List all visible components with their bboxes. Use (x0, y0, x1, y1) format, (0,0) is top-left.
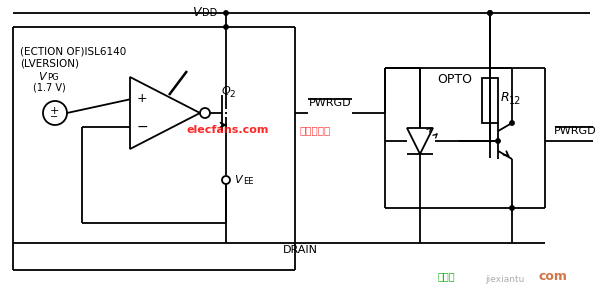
Text: −: − (50, 112, 58, 122)
Text: $V$: $V$ (192, 6, 203, 19)
Text: jiexiantu: jiexiantu (485, 275, 525, 285)
Text: +: + (49, 106, 59, 116)
Text: com: com (539, 269, 567, 283)
Text: (ECTION OF)ISL6140: (ECTION OF)ISL6140 (20, 46, 126, 56)
Text: DRAIN: DRAIN (282, 245, 318, 255)
Text: 接线图: 接线图 (437, 271, 455, 281)
Text: PG: PG (47, 73, 59, 82)
Text: 电子发烧友: 电子发烧友 (299, 125, 331, 135)
Text: +: + (137, 92, 147, 105)
Circle shape (224, 25, 228, 29)
Circle shape (488, 11, 492, 15)
Circle shape (224, 11, 228, 15)
Circle shape (510, 121, 514, 125)
Text: DD: DD (202, 8, 217, 18)
Text: 12: 12 (509, 95, 521, 105)
Text: −: − (136, 120, 148, 134)
Text: PWRGD: PWRGD (308, 98, 351, 108)
Text: $Q$: $Q$ (221, 84, 231, 97)
Text: OPTO: OPTO (438, 73, 473, 86)
Text: $V$: $V$ (234, 173, 244, 185)
Circle shape (488, 11, 492, 15)
Text: (1.7 V): (1.7 V) (33, 82, 65, 92)
Text: PWRGD: PWRGD (554, 126, 596, 136)
Text: (LVERSION): (LVERSION) (20, 58, 79, 68)
Text: $R$: $R$ (500, 91, 510, 104)
Circle shape (510, 206, 514, 210)
Circle shape (496, 139, 500, 143)
Text: EE: EE (243, 176, 253, 185)
Text: elecfans.com: elecfans.com (187, 125, 269, 135)
Text: 2: 2 (229, 90, 235, 99)
Text: $V$: $V$ (38, 70, 48, 82)
